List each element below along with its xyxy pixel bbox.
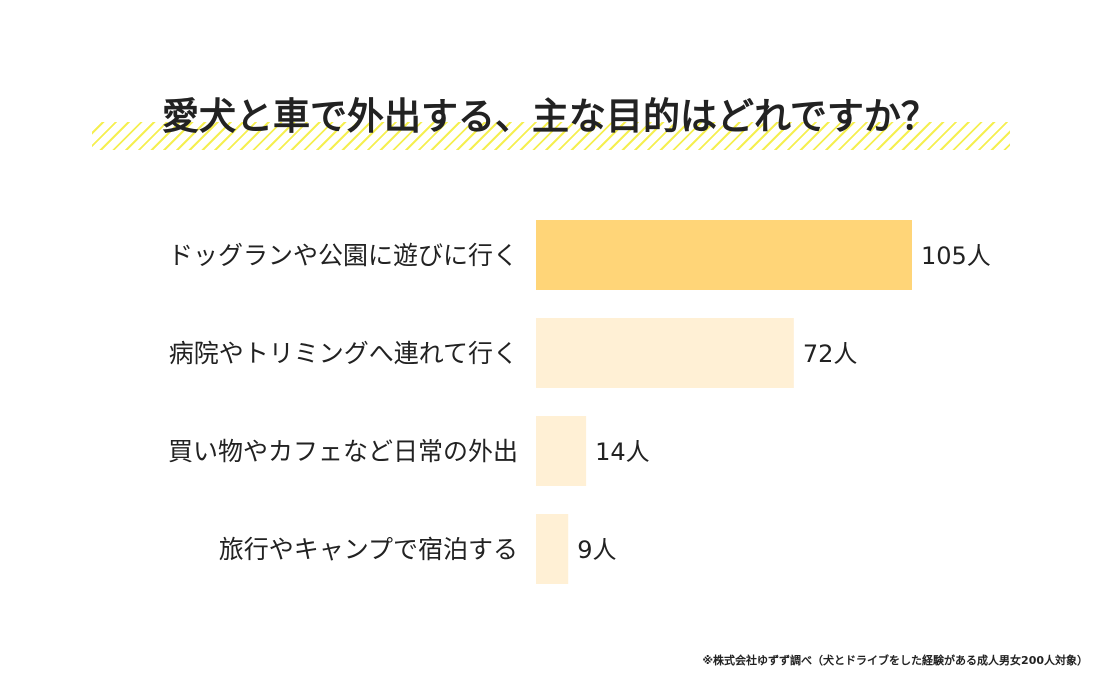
value-label: 105人 bbox=[921, 242, 991, 270]
value-label: 72人 bbox=[803, 340, 858, 368]
chart-title: 愛犬と車で外出する、主な目的はどれですか？ bbox=[162, 95, 938, 138]
category-label: 買い物やカフェなど日常の外出 bbox=[168, 437, 518, 466]
title-highlight bbox=[92, 122, 1010, 150]
bar-1 bbox=[536, 318, 794, 388]
value-label: 14人 bbox=[595, 438, 650, 466]
category-label: 病院やトリミングへ連れて行く bbox=[169, 339, 518, 368]
category-label: 旅行やキャンプで宿泊する bbox=[219, 535, 518, 564]
category-label: ドッグランや公園に遊びに行く bbox=[168, 241, 518, 270]
bar-0 bbox=[536, 220, 912, 290]
bar-3 bbox=[536, 514, 569, 584]
value-label: 9人 bbox=[577, 536, 616, 564]
footnote: ※株式会社ゆずず調べ（犬とドライブをした経験がある成人男女200人対象） bbox=[702, 654, 1088, 667]
bar-2 bbox=[536, 416, 587, 486]
